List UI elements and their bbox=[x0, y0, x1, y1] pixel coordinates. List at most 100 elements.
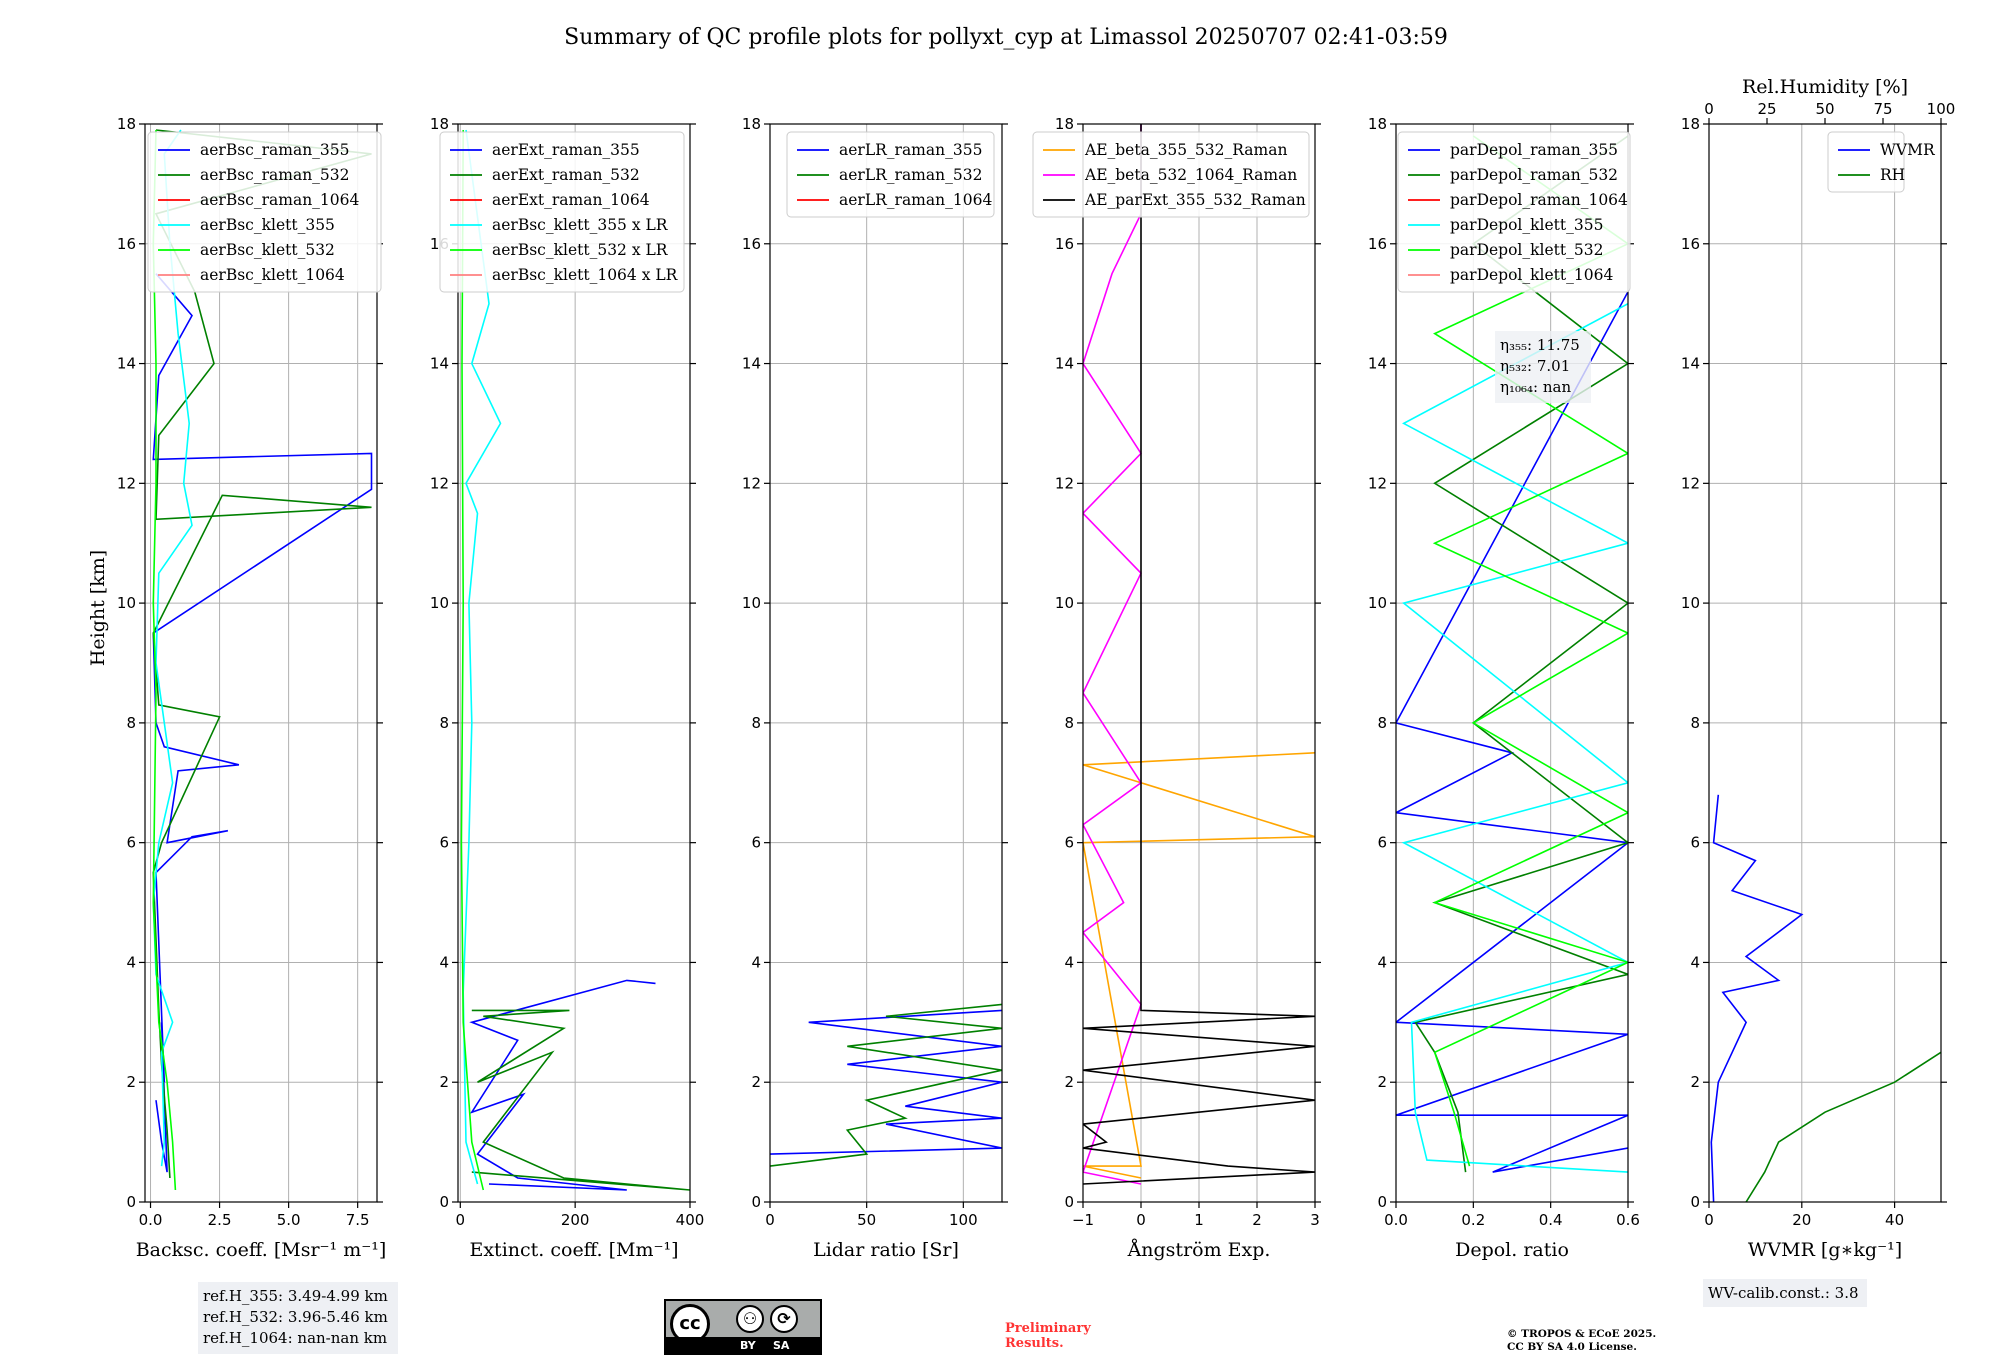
cc-license-badge: cc ⚇ ⟳ BY SA bbox=[664, 1299, 822, 1355]
legend-label-parDepol_klett_532: parDepol_klett_532 bbox=[1450, 241, 1603, 259]
legend-label-aerBsc_klett_532: aerBsc_klett_532 bbox=[200, 241, 335, 259]
y-tick-label: 6 bbox=[1377, 834, 1387, 852]
legend-label-parDepol_raman_355: parDepol_raman_355 bbox=[1450, 141, 1618, 159]
y-tick-label: 12 bbox=[1055, 474, 1074, 492]
top-x-tick-label: 100 bbox=[1927, 100, 1956, 118]
info-box-bg bbox=[1495, 331, 1591, 403]
series-line-AE_parExt_355_532_Raman bbox=[1083, 124, 1315, 1185]
preliminary-line-1: Preliminary bbox=[1005, 1321, 1091, 1336]
legend-label-aerExt_raman_355: aerExt_raman_355 bbox=[492, 141, 640, 159]
x-tick-label: 0 bbox=[1704, 1211, 1714, 1229]
y-tick-label: 10 bbox=[1681, 594, 1700, 612]
legend-box bbox=[147, 131, 382, 293]
y-tick-label: 14 bbox=[1055, 355, 1074, 373]
legend: aerBsc_raman_355 aerBsc_raman_532 aerBsc_r… bbox=[147, 131, 382, 293]
x-tick-label: 100 bbox=[949, 1211, 978, 1229]
legend-label-aerExt_raman_532: aerExt_raman_532 bbox=[492, 166, 640, 184]
preliminary-results-note: Preliminary Results. bbox=[1005, 1321, 1125, 1351]
x-tick-label: −1 bbox=[1072, 1211, 1094, 1229]
x-tick-label: 0 bbox=[765, 1211, 775, 1229]
legend-label-aerLR_raman_1064: aerLR_raman_1064 bbox=[839, 191, 992, 209]
series-line-aerBsc_klett_532 x LR bbox=[460, 129, 485, 1191]
top-x-axis-label: Rel.Humidity [%] bbox=[1742, 76, 1908, 98]
x-tick-label: 400 bbox=[676, 1211, 705, 1229]
series-line-aerExt_raman_355 bbox=[469, 979, 656, 1191]
y-tick-label: 12 bbox=[430, 474, 449, 492]
x-axis-label: WVMR [g∗kg⁻¹] bbox=[1748, 1239, 1902, 1261]
x-tick-label: 0.0 bbox=[139, 1211, 163, 1229]
series-line-aerLR_raman_532 bbox=[770, 1003, 1002, 1167]
legend-label-aerLR_raman_355: aerLR_raman_355 bbox=[839, 141, 982, 159]
x-tick-label: 0.6 bbox=[1616, 1211, 1640, 1229]
y-tick-label: 18 bbox=[742, 115, 761, 133]
y-tick-label: 0 bbox=[1377, 1193, 1387, 1211]
x-tick-label: 20 bbox=[1792, 1211, 1811, 1229]
legend-label-aerBsc_raman_532: aerBsc_raman_532 bbox=[200, 166, 350, 184]
info-box-line: ref.H_532: 3.96-5.46 km bbox=[203, 1308, 388, 1326]
panel-frame bbox=[144, 123, 378, 1203]
x-tick-label: 0 bbox=[1136, 1211, 1146, 1229]
y-tick-label: 16 bbox=[742, 235, 761, 253]
legend-box bbox=[1032, 131, 1310, 218]
y-tick-label: 14 bbox=[742, 355, 761, 373]
panel-frame bbox=[1395, 123, 1629, 1203]
y-tick-label: 8 bbox=[1377, 714, 1387, 732]
panel-frame bbox=[1708, 123, 1942, 1203]
top-x-tick-label: 25 bbox=[1757, 100, 1776, 118]
legend-label-aerBsc_klett_1064 x LR: aerBsc_klett_1064 x LR bbox=[492, 266, 679, 284]
panel-frame bbox=[1082, 123, 1316, 1203]
x-tick-label: 50 bbox=[857, 1211, 876, 1229]
top-x-tick-label: 75 bbox=[1873, 100, 1892, 118]
y-tick-label: 2 bbox=[1690, 1073, 1700, 1091]
y-tick-label: 14 bbox=[1368, 355, 1387, 373]
y-tick-label: 4 bbox=[126, 953, 136, 971]
cc-label-bar bbox=[666, 1337, 820, 1353]
x-tick-label: 40 bbox=[1885, 1211, 1904, 1229]
legend-label-AE_beta_532_1064_Raman: AE_beta_532_1064_Raman bbox=[1084, 166, 1297, 184]
y-tick-label: 0 bbox=[439, 1193, 449, 1211]
info-box-bg bbox=[198, 1282, 398, 1354]
y-tick-label: 8 bbox=[126, 714, 136, 732]
y-tick-label: 16 bbox=[1368, 235, 1387, 253]
series-line-aerBsc_klett_355 bbox=[152, 129, 193, 1167]
y-tick-label: 16 bbox=[1055, 235, 1074, 253]
y-tick-label: 4 bbox=[751, 953, 761, 971]
y-tick-label: 6 bbox=[439, 834, 449, 852]
legend: AE_beta_355_532_Raman AE_beta_532_1064_Ra… bbox=[1032, 131, 1310, 218]
legend-label-RH: RH bbox=[1880, 166, 1905, 184]
series-line-parDepol_klett_355 bbox=[1401, 302, 1628, 1173]
y-tick-label: 8 bbox=[751, 714, 761, 732]
y-axis-label: Height [km] bbox=[87, 550, 109, 666]
y-tick-label: 10 bbox=[117, 594, 136, 612]
y-tick-label: 8 bbox=[1064, 714, 1074, 732]
y-tick-label: 4 bbox=[439, 953, 449, 971]
y-tick-label: 6 bbox=[751, 834, 761, 852]
x-tick-label: 5.0 bbox=[277, 1211, 301, 1229]
y-tick-label: 8 bbox=[1690, 714, 1700, 732]
copyright-line-1: © TROPOS & ECoE 2025. bbox=[1507, 1328, 1657, 1340]
x-axis-label: Lidar ratio [Sr] bbox=[813, 1239, 959, 1261]
y-tick-label: 10 bbox=[1368, 594, 1387, 612]
y-tick-label: 2 bbox=[439, 1073, 449, 1091]
y-tick-label: 18 bbox=[430, 115, 449, 133]
cc-by-label: BY bbox=[740, 1339, 756, 1352]
x-axis-label: Ångström Exp. bbox=[1127, 1239, 1271, 1261]
x-tick-label: 0.4 bbox=[1539, 1211, 1563, 1229]
legend-label-aerBsc_klett_532 x LR: aerBsc_klett_532 x LR bbox=[492, 241, 669, 259]
info-box-line: ref.H_1064: nan-nan km bbox=[203, 1329, 387, 1347]
y-tick-label: 10 bbox=[1055, 594, 1074, 612]
x-tick-label: 2.5 bbox=[208, 1211, 232, 1229]
legend-label-aerExt_raman_1064: aerExt_raman_1064 bbox=[492, 191, 650, 209]
y-tick-label: 4 bbox=[1377, 953, 1387, 971]
info-box-line: η₅₃₂: 7.01 bbox=[1500, 357, 1570, 375]
y-tick-label: 12 bbox=[1681, 474, 1700, 492]
y-tick-label: 14 bbox=[1681, 355, 1700, 373]
y-tick-label: 14 bbox=[117, 355, 136, 373]
legend: aerExt_raman_355 aerExt_raman_532 aerExt_r… bbox=[439, 131, 685, 293]
info-box-line: WV-calib.const.: 3.8 bbox=[1708, 1284, 1859, 1302]
legend-label-AE_parExt_355_532_Raman: AE_parExt_355_532_Raman bbox=[1084, 191, 1306, 209]
legend-label-parDepol_klett_355: parDepol_klett_355 bbox=[1450, 216, 1603, 234]
y-tick-label: 0 bbox=[126, 1193, 136, 1211]
x-tick-label: 1 bbox=[1194, 1211, 1204, 1229]
by-person-icon: ⚇ bbox=[736, 1305, 764, 1333]
